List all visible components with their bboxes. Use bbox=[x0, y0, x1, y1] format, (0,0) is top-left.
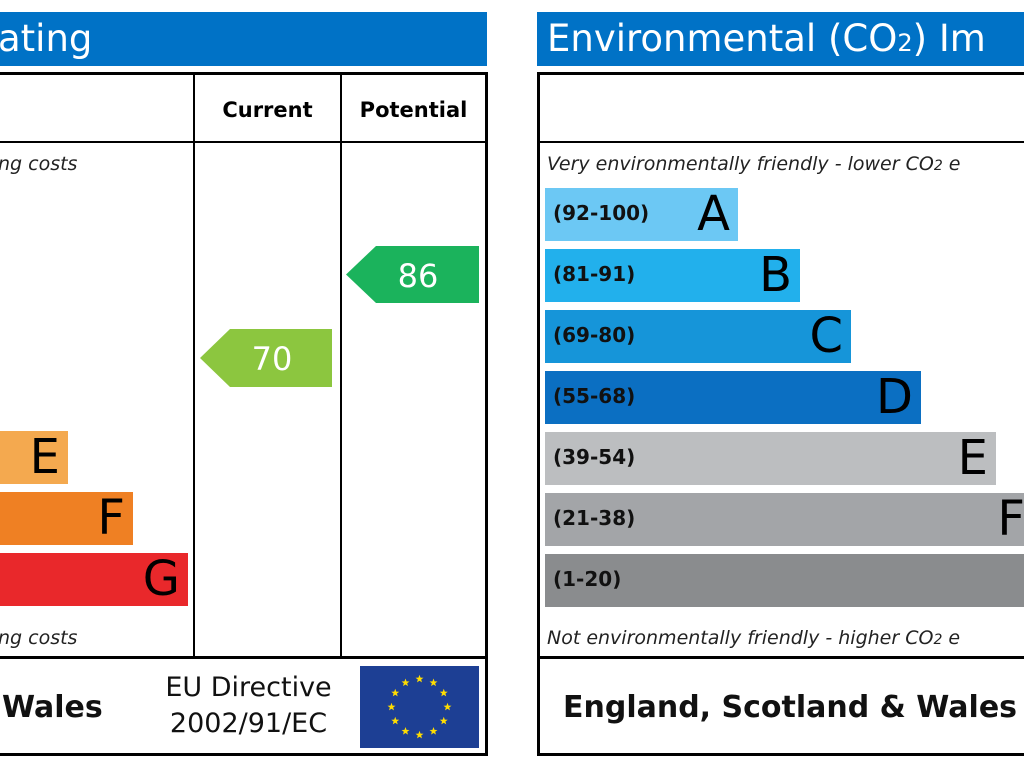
env-top-note: Very environmentally friendly - lower CO… bbox=[547, 153, 961, 175]
energy-band-g: G bbox=[0, 553, 188, 606]
current-rating-value: 70 bbox=[252, 340, 293, 378]
env-band-f-letter: F bbox=[997, 493, 1024, 546]
env-band-c-range: (69-80) bbox=[553, 323, 636, 347]
energy-rating-title: ating bbox=[0, 17, 93, 60]
env-band-d: (55-68) D bbox=[545, 371, 921, 424]
env-band-d-letter: D bbox=[876, 371, 913, 424]
energy-rating-header: ating bbox=[0, 12, 487, 66]
eu-star-icon bbox=[391, 716, 400, 725]
env-footer-region: England, Scotland & Wales bbox=[563, 690, 1018, 725]
eu-star-icon bbox=[415, 730, 424, 739]
eu-star-icon bbox=[401, 678, 410, 687]
env-band-c-letter: C bbox=[809, 310, 843, 363]
frame-header-divider bbox=[0, 141, 487, 143]
eu-star-icon bbox=[415, 674, 424, 683]
env-frame-header-divider bbox=[537, 141, 1024, 143]
energy-bottom-note: ng costs bbox=[0, 627, 78, 649]
frame-right bbox=[485, 72, 488, 756]
env-band-a-range: (92-100) bbox=[553, 201, 650, 225]
eu-star-icon bbox=[439, 688, 448, 697]
frame-footer-divider bbox=[0, 656, 487, 659]
potential-rating-arrow-shape bbox=[346, 246, 479, 303]
energy-band-g-letter: G bbox=[142, 553, 180, 606]
frame-top bbox=[0, 72, 487, 75]
potential-column-header: Potential bbox=[359, 98, 468, 122]
current-column-header: Current bbox=[222, 98, 313, 122]
env-band-a-letter: A bbox=[697, 188, 730, 241]
env-frame-left bbox=[537, 72, 540, 756]
eu-star-icon bbox=[439, 716, 448, 725]
eu-star-icon bbox=[401, 727, 410, 735]
env-band-f: (21-38) F bbox=[545, 493, 1024, 546]
energy-band-f-letter: F bbox=[97, 492, 125, 545]
env-frame-footer-divider bbox=[537, 656, 1024, 659]
env-bottom-note: Not environmentally friendly - higher CO… bbox=[547, 627, 961, 649]
frame-bottom bbox=[0, 753, 487, 756]
energy-band-e: E bbox=[0, 431, 68, 484]
eu-flag-icon bbox=[360, 666, 479, 748]
eu-star-icon bbox=[429, 727, 438, 735]
env-band-b-letter: B bbox=[759, 249, 792, 302]
energy-footer-region: Wales bbox=[2, 690, 103, 725]
env-band-g-range: (1-20) bbox=[553, 567, 622, 591]
potential-rating-arrow: 86 bbox=[346, 246, 479, 303]
eu-directive: EU Directive 2002/91/EC bbox=[146, 670, 351, 742]
env-band-b-range: (81-91) bbox=[553, 262, 636, 286]
energy-top-note: ng costs bbox=[0, 153, 78, 175]
env-band-e-letter: E bbox=[957, 432, 988, 485]
frame-col-potential bbox=[340, 72, 342, 658]
energy-rating-panel: ating Current Potential ng costs ng cost… bbox=[0, 0, 490, 768]
env-band-a: (92-100) A bbox=[545, 188, 738, 241]
env-band-b: (81-91) B bbox=[545, 249, 800, 302]
eu-directive-line1: EU Directive bbox=[165, 672, 332, 703]
potential-rating-value: 86 bbox=[398, 257, 439, 295]
frame-col-current bbox=[193, 72, 195, 658]
env-band-c: (69-80) C bbox=[545, 310, 851, 363]
environmental-impact-panel: Environmental (CO2) Im Very environmenta… bbox=[537, 0, 1024, 768]
eu-star-icon bbox=[387, 702, 396, 711]
env-frame-top bbox=[537, 72, 1024, 75]
energy-band-f: F bbox=[0, 492, 133, 545]
current-rating-arrow-shape bbox=[200, 329, 332, 387]
eu-star-icon bbox=[443, 702, 452, 711]
eu-directive-line2: 2002/91/EC bbox=[169, 708, 328, 739]
env-band-e: (39-54) E bbox=[545, 432, 996, 485]
current-rating-arrow: 70 bbox=[200, 329, 332, 387]
env-frame-bottom bbox=[537, 753, 1024, 756]
env-band-f-range: (21-38) bbox=[553, 506, 636, 530]
eu-star-icon bbox=[391, 688, 400, 697]
energy-band-e-letter: E bbox=[29, 431, 60, 484]
env-band-e-range: (39-54) bbox=[553, 445, 636, 469]
eu-star-icon bbox=[429, 678, 438, 687]
env-band-d-range: (55-68) bbox=[553, 384, 636, 408]
env-band-g: (1-20) bbox=[545, 554, 1024, 607]
environmental-title: Environmental (CO2) Im bbox=[547, 17, 986, 60]
environmental-header: Environmental (CO2) Im bbox=[537, 12, 1024, 66]
